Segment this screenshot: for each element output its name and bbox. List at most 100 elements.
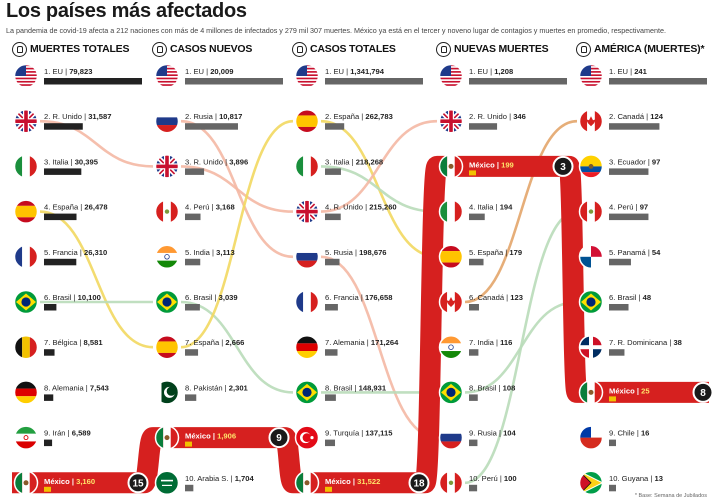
value-bar <box>325 439 336 447</box>
row-label: 10. Arabia S. | 1,704 <box>185 474 254 483</box>
flag-ring <box>294 108 320 134</box>
row-label: 3. Italia | 30,395 <box>44 157 99 166</box>
row-label: 8. Pakistán | 2,301 <box>185 383 249 392</box>
row-label: 6. Brasil | 48 <box>609 293 651 302</box>
value-bar <box>185 123 238 130</box>
row-label: 10. Guyana | 13 <box>609 474 663 483</box>
flag-icon-eu <box>14 64 38 86</box>
row-label: 7. R. Dominicana | 38 <box>609 338 682 347</box>
flag-ring <box>438 244 464 270</box>
flag-icon-mexico <box>14 471 38 495</box>
row-label: 3. Italia | 218,268 <box>325 157 383 166</box>
value-bar <box>44 486 51 492</box>
flag-ring <box>578 380 604 405</box>
flag-ring <box>438 334 464 360</box>
flag-icon-brasil <box>579 290 603 314</box>
connector-line-r-unido <box>180 165 294 213</box>
row-label: 9. Chile | 16 <box>609 429 649 438</box>
row-label: 1. EU | 20,009 <box>185 67 233 76</box>
value-bar <box>469 170 476 176</box>
flag-icon-italia <box>439 200 463 224</box>
table-row: 2. R. Unido | 346 <box>469 112 526 130</box>
flag-ring <box>294 154 320 179</box>
flag-ring <box>578 154 604 179</box>
flag-ring <box>13 199 39 224</box>
row-label: 4. España | 26,478 <box>44 203 108 212</box>
flag-icon-rusia <box>155 109 179 133</box>
row-label: 7. Alemania | 171,264 <box>325 338 399 347</box>
flag-icon-india <box>439 335 463 359</box>
connector-line-r-unido <box>39 119 154 168</box>
flag-icon-peru <box>155 200 179 224</box>
flag-ring <box>578 199 604 224</box>
table-row: 4. Perú | 97 <box>609 203 649 221</box>
value-bar <box>469 123 498 130</box>
row-label: 4. Perú | 97 <box>609 203 648 212</box>
row-label: 2. R. Unido | 31,587 <box>44 112 111 121</box>
flag-ring <box>154 244 180 270</box>
value-bar <box>185 168 205 175</box>
flag-icon-espana <box>439 245 463 269</box>
table-row: 6. Francia | 176,658 <box>325 293 392 311</box>
row-label: 9. Rusia | 104 <box>469 429 517 438</box>
value-bar <box>44 168 82 175</box>
row-label: 5. Panamá | 54 <box>609 248 661 257</box>
table-row: 7. Bélgica | 8,581 <box>44 338 103 356</box>
value-bar <box>469 258 484 266</box>
flag-ring <box>154 199 180 224</box>
flag-icon-mexico <box>439 154 463 178</box>
row-label: 7. España | 2,666 <box>185 338 244 347</box>
table-row: 5. España | 179 <box>469 248 522 266</box>
flag-icon-espana <box>14 200 38 224</box>
flag-ring <box>13 289 39 315</box>
flag-ring <box>154 334 180 360</box>
table-row: 2. R. Unido | 31,587 <box>44 112 111 130</box>
row-label: 6. Brasil | 3,039 <box>185 293 238 302</box>
value-bar <box>325 486 332 492</box>
value-bar <box>185 394 197 401</box>
table-row: 9. Rusia | 104 <box>469 429 517 447</box>
flag-ring <box>154 154 180 179</box>
flag-icon-brasil <box>295 380 319 404</box>
flag-ring <box>294 425 320 450</box>
table-row: 3. R. Unido | 3,896 <box>185 157 248 175</box>
flag-icon-eu <box>579 64 603 86</box>
table-row: 2. Canadá | 124 <box>609 112 664 130</box>
table-row: 5. Rusia | 198,676 <box>325 248 387 266</box>
rank-badge <box>268 427 290 449</box>
value-bar <box>609 349 625 356</box>
table-row: 3. Italia | 30,395 <box>44 157 99 175</box>
mexico-ribbon <box>12 155 709 494</box>
flag-ring <box>438 470 464 496</box>
flag-ring <box>578 425 604 450</box>
table-row: 4. Perú | 3,168 <box>185 203 235 221</box>
table-row: 8. Pakistán | 2,301 <box>185 383 249 401</box>
table-row: 5. Francia | 26,310 <box>44 248 107 266</box>
connector-line-italia <box>320 165 438 213</box>
virus-icon <box>152 41 167 57</box>
value-bar <box>185 258 201 266</box>
flag-icon-brasil <box>14 290 38 314</box>
flag-ring <box>578 334 604 360</box>
value-bar <box>469 394 478 401</box>
flag-ring <box>578 289 604 315</box>
row-label: 5. España | 179 <box>469 248 522 257</box>
flag-icon-brasil <box>155 290 179 314</box>
table-row: 6. Canadá | 123 <box>469 293 523 311</box>
row-label: 10. Perú | 100 <box>469 474 517 483</box>
flag-ring <box>13 108 39 134</box>
flag-icon-alemania <box>295 335 319 359</box>
table-row: 3. Ecuador | 97 <box>609 157 660 175</box>
flag-icon-peru <box>579 200 603 224</box>
table-row: 6. Brasil | 48 <box>609 293 651 311</box>
column-header-casos-nuevos: CASOS NUEVOS <box>152 40 252 58</box>
flag-icon-peru <box>439 471 463 495</box>
flag-icon-francia <box>14 245 38 269</box>
value-bar <box>44 213 77 221</box>
column-title: NUEVAS MUERTES <box>454 43 549 55</box>
value-bar <box>44 258 77 266</box>
row-label: México | 199 <box>469 160 514 169</box>
row-label: 2. España | 262,783 <box>325 112 393 121</box>
flag-ring <box>294 334 320 360</box>
